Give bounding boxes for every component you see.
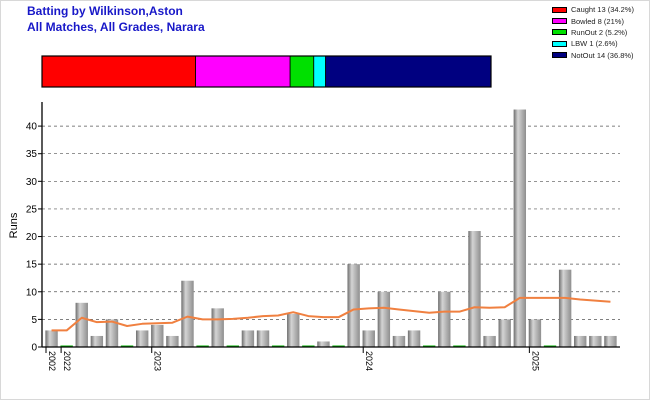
runs-bar: [45, 330, 58, 347]
legend-label-caught: Caught 13 (34.2%): [571, 5, 634, 15]
legend-label-lbw: LBW 1 (2.6%): [571, 39, 618, 49]
x-tick-label: 2002: [47, 351, 57, 371]
runs-bar: [166, 335, 179, 347]
zero-run-marker: [543, 345, 557, 347]
legend-swatch-notout: [552, 52, 567, 59]
runs-bar: [105, 319, 119, 347]
runs-bar: [407, 330, 421, 347]
grid-lines: [42, 125, 620, 320]
runs-bar: [181, 280, 194, 347]
y-axis-label: Runs: [8, 212, 20, 238]
dismissal-stacked-bar: [41, 55, 492, 88]
legend-label-notout: NotOut 14 (36.8%): [571, 50, 634, 60]
runs-bar: [589, 335, 602, 347]
runs-bar: [558, 269, 572, 347]
x-tick-label: 2024: [364, 351, 374, 371]
dismissal-segment-runout: [289, 55, 315, 88]
y-tick-label: 40: [26, 122, 38, 133]
average-line-group: [51, 296, 611, 332]
y-tick-label: 10: [26, 287, 38, 298]
legend-label-runout: RunOut 2 (5.2%): [571, 27, 628, 37]
legend-label-bowled: Bowled 8 (21%): [571, 16, 624, 26]
dismissal-bar-outline: [41, 55, 492, 88]
zero-run-marker: [226, 345, 240, 347]
runs-bar: [362, 330, 375, 347]
runs-bar: [574, 335, 587, 347]
runs-bar: [604, 335, 617, 347]
zero-run-marker: [60, 345, 73, 347]
title-line-1: Batting by Wilkinson,Aston: [27, 4, 183, 18]
zero-run-marker: [422, 345, 436, 347]
zero-run-marker: [196, 345, 209, 347]
runs-bar: [513, 109, 527, 347]
runs-bar: [90, 335, 104, 347]
title-line-2: All Matches, All Grades, Narara: [27, 20, 205, 34]
legend-item-notout: NotOut 14 (36.8%): [552, 50, 634, 61]
legend-swatch-caught: [552, 6, 567, 13]
bars-group: [45, 109, 617, 347]
dismissal-segment-caught: [41, 55, 197, 88]
runs-bar: [317, 341, 330, 347]
average-line: [51, 296, 611, 332]
runs-bar: [483, 335, 496, 347]
runs-bar: [347, 264, 360, 347]
runs-bar: [528, 319, 542, 347]
runs-bar: [392, 335, 406, 347]
y-tick-label: 15: [26, 260, 38, 271]
x-tick-label: 2022: [62, 351, 72, 371]
zero-run-marker: [120, 345, 134, 347]
runs-bar: [135, 330, 149, 347]
y-tick-label: 5: [31, 315, 37, 326]
y-tick-label: 25: [26, 204, 38, 215]
runs-bar: [241, 330, 255, 347]
runs-bar: [438, 291, 451, 347]
y-tick-label: 20: [26, 232, 38, 243]
legend-item-bowled: Bowled 8 (21%): [552, 15, 634, 26]
x-tick-label: 2025: [530, 351, 540, 371]
legend-swatch-lbw: [552, 40, 567, 47]
zero-run-marker: [271, 345, 285, 347]
runs-bar: [75, 302, 88, 347]
legend: Caught 13 (34.2%) Bowled 8 (21%) RunOut …: [552, 4, 634, 61]
legend-swatch-bowled: [552, 18, 567, 25]
zero-run-marker: [453, 345, 466, 347]
legend-swatch-runout: [552, 29, 567, 36]
runs-bar: [498, 319, 511, 347]
x-tick-label: 2023: [153, 351, 163, 371]
runs-bar: [211, 308, 224, 347]
zero-run-marker: [302, 345, 315, 347]
runs-bar: [287, 313, 300, 347]
y-tick-label: 0: [31, 343, 37, 354]
chart-title: Batting by Wilkinson,Aston All Matches, …: [27, 3, 205, 35]
legend-item-lbw: LBW 1 (2.6%): [552, 38, 634, 49]
runs-bar: [256, 330, 270, 347]
dismissal-segment-bowled: [195, 55, 291, 88]
runs-bar: [468, 231, 481, 347]
y-tick-label: 35: [26, 149, 38, 160]
dismissal-segment-notout: [325, 55, 492, 88]
y-tick-label: 30: [26, 177, 38, 188]
legend-item-runout: RunOut 2 (5.2%): [552, 27, 634, 38]
runs-bar: [377, 291, 391, 347]
dismissal-segment-lbw: [313, 55, 326, 88]
zero-run-marker: [332, 345, 345, 347]
runs-bar: [151, 324, 164, 347]
legend-item-caught: Caught 13 (34.2%): [552, 4, 634, 15]
